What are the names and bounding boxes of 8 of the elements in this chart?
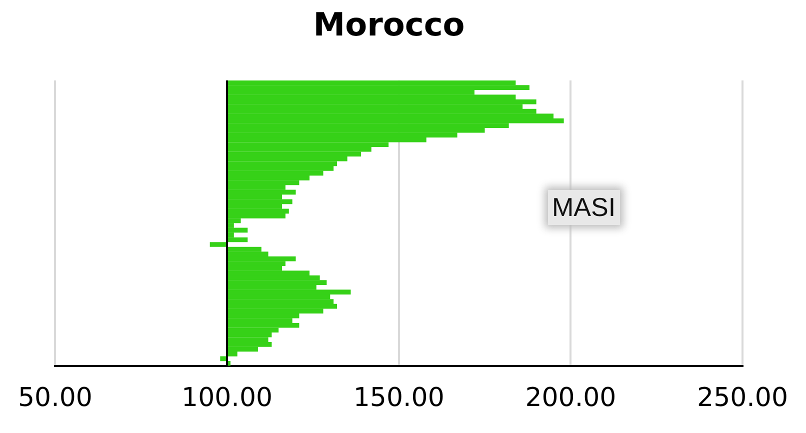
chart-title: Morocco xyxy=(313,6,465,44)
x-tick-label: 250.00 xyxy=(697,383,788,414)
x-tick-label: 200.00 xyxy=(525,383,616,414)
x-tick-label: 50.00 xyxy=(18,383,92,414)
bar xyxy=(210,242,228,247)
x-tick-label: 150.00 xyxy=(353,383,444,414)
annotation: MASI xyxy=(548,190,620,225)
x-tick-label: 100.00 xyxy=(182,383,273,414)
